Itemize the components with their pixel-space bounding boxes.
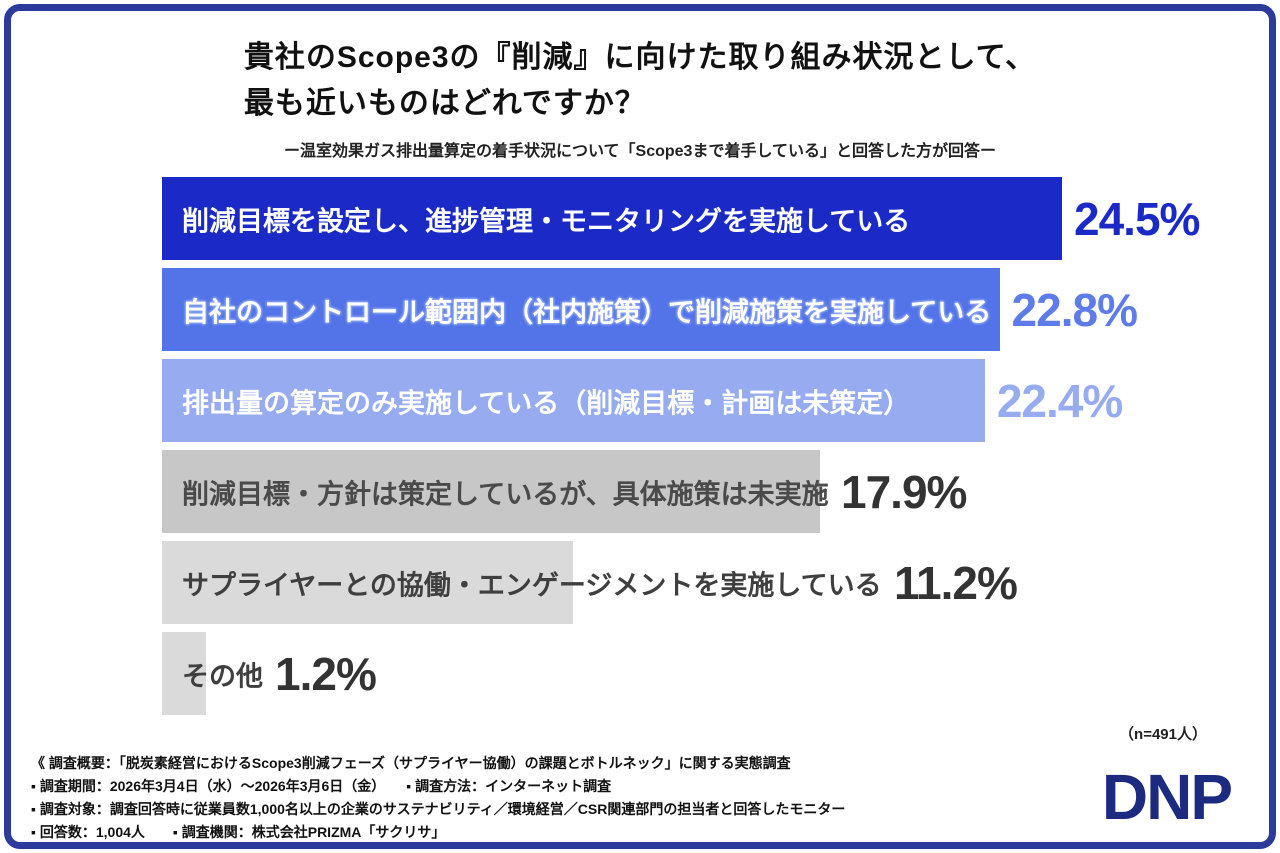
bar-segment (162, 450, 820, 533)
survey-count-agency: ▪ 回答数：1,004人 ▪ 調査機関：株式会社PRIZMA「サクリサ」 (31, 824, 446, 840)
survey-period-method: ▪ 調査期間：2026年3月4日（水）〜2026年3月6日（金） ▪ 調査方法：… (31, 778, 612, 794)
bar-segment (162, 359, 985, 442)
bar-segment (162, 177, 1062, 260)
bar-value-label: 22.8% (1011, 283, 1138, 336)
bar-segment (162, 632, 207, 715)
chart-title-line1: 貴社のScope3の『削減』に向けた取り組み状況として、 (243, 41, 1037, 74)
bar-value-label: 22.4% (996, 374, 1123, 427)
bar-row: サプライヤーとの協働・エンゲージメントを実施している 11.2% (162, 541, 1269, 624)
report-card: 貴社のScope3の『削減』に向けた取り組み状況として、 最も近いものはどれです… (4, 4, 1276, 849)
dnp-logo: DNP (1101, 761, 1233, 833)
bar-segment (162, 268, 1000, 351)
bar-value-label: 17.9% (841, 465, 967, 518)
bar-row: 排出量の算定のみ実施している（削減目標・計画は未策定） 22.4% (162, 359, 1269, 442)
bar-segment (162, 541, 574, 624)
bar-row: 削減目標を設定し、進捗管理・モニタリングを実施している 24.5% (162, 177, 1269, 260)
bar-category-label: 排出量の算定のみ実施している（削減目標・計画は未策定） (182, 388, 911, 418)
bar-category-label: サプライヤーとの協働・エンゲージメントを実施している (182, 570, 882, 600)
bar-value-label: 1.2% (275, 647, 377, 700)
chart-title: 貴社のScope3の『削減』に向けた取り組み状況として、 最も近いものはどれです… (244, 35, 1036, 127)
bar-chart: 削減目標を設定し、進捗管理・モニタリングを実施している 24.5% 自社のコント… (162, 177, 1269, 715)
survey-footer: 《 調査概要：「脱炭素経営におけるScope3削減フェーズ（サプライヤー協働）の… (31, 752, 1269, 842)
chart-subtitle: ー温室効果ガス排出量算定の着手状況について「Scope3まで着手している」と回答… (284, 143, 996, 160)
bar-row: 自社のコントロール範囲内（社内施策）で削減施策を実施している 22.8% (162, 268, 1269, 351)
bar-category-label: 削減目標を設定し、進捗管理・モニタリングを実施している (182, 206, 911, 236)
survey-overview: 《 調査概要：「脱炭素経営におけるScope3削減フェーズ（サプライヤー協働）の… (31, 755, 791, 771)
chart-title-line2: 最も近いものはどれですか？ (243, 87, 646, 120)
bar-category-label: 自社のコントロール範囲内（社内施策）で削減施策を実施している (182, 297, 992, 327)
bar-value-label: 11.2% (894, 556, 1018, 609)
sample-size-note: （n=491人） (1119, 726, 1207, 743)
bar-value-label: 24.5% (1074, 192, 1200, 245)
bar-category-label: 削減目標・方針は策定しているが、具体施策は未実施 (182, 479, 829, 509)
survey-target: ▪ 調査対象：調査回答時に従業員数1,000名以上の企業のサステナビリティ／環境… (31, 801, 846, 817)
bar-row: その他 1.2% (162, 632, 1269, 715)
bar-row: 削減目標・方針は策定しているが、具体施策は未実施 17.9% (162, 450, 1269, 533)
bar-category-label: その他 (182, 661, 263, 691)
